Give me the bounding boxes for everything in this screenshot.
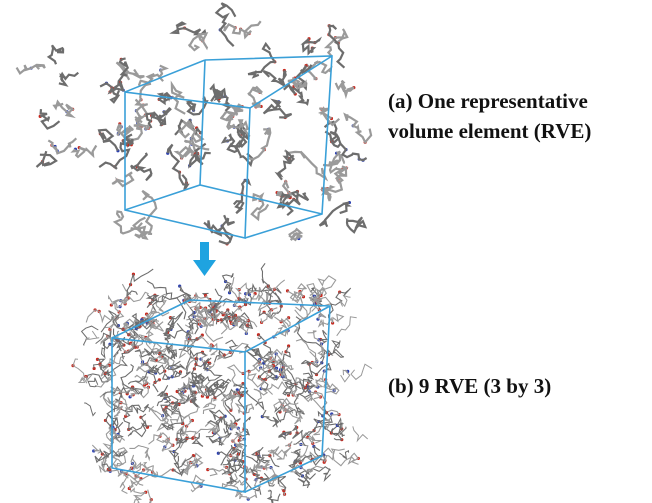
molecule-chain (86, 310, 119, 325)
molecule-chain (168, 312, 183, 328)
molecule-chain (320, 203, 350, 227)
molecule-chain (73, 359, 87, 383)
molecule-chain (100, 58, 128, 88)
molecule-chain (127, 421, 152, 430)
molecule-chain (203, 399, 216, 415)
molecule-chain (347, 217, 365, 232)
figure: (a) One representative volume element (R… (0, 0, 652, 503)
molecule-chain (248, 44, 275, 77)
molecule-chain (149, 365, 165, 374)
molecule-chain (156, 294, 167, 312)
molecule-chain (329, 288, 351, 318)
molecule-chain (339, 451, 348, 459)
molecule-chain (353, 426, 368, 440)
molecule-chain (210, 86, 223, 102)
molecule-chain (49, 45, 63, 64)
molecule-chain (17, 65, 45, 74)
arrow-down (193, 242, 216, 276)
molecule-chain (84, 403, 95, 416)
molecule-chain (278, 152, 294, 180)
page: {"figure": {"panel_a": {"lines": ["(a) O… (0, 0, 652, 503)
molecule-chain (224, 21, 260, 37)
molecule-chain (236, 134, 253, 165)
molecule-chain (128, 414, 147, 437)
molecule-chain (304, 392, 324, 410)
molecule-chain (129, 472, 158, 488)
molecule-chain (351, 364, 372, 379)
molecule-chain (329, 349, 344, 357)
molecule-chain (209, 433, 231, 446)
molecule-chain (73, 146, 96, 157)
molecule-chain (158, 385, 170, 402)
molecule-chain (271, 441, 292, 456)
molecule-chain (336, 81, 354, 96)
molecule-chain (217, 379, 231, 388)
molecule-chain (262, 410, 278, 427)
molecule-chain (40, 109, 59, 128)
arrow-shaft (200, 242, 209, 262)
caption-b: (b) 9 RVE (3 by 3) (388, 374, 551, 398)
molecule-chain (99, 130, 118, 151)
molecule-chain (249, 128, 270, 160)
molecule-chain (130, 486, 146, 503)
molecule-chain (131, 153, 151, 181)
molecule-chain (59, 73, 78, 85)
molecule-chain (264, 101, 292, 118)
molecule-chain (112, 172, 134, 186)
molecule-chain (278, 431, 291, 438)
caption-a-line2: volume element (RVE) (388, 119, 591, 143)
molecules-rve (17, 3, 372, 245)
molecule-chain (322, 448, 345, 462)
molecule-chain (109, 428, 120, 438)
molecule-chain (303, 39, 319, 53)
molecule-chain (345, 114, 371, 142)
molecule-chain (251, 470, 268, 484)
molecule-chain (189, 34, 207, 51)
molecule-chain (153, 108, 171, 123)
arrow-head (193, 260, 216, 276)
molecule-chain (268, 491, 280, 503)
molecules-9rve (71, 263, 372, 503)
molecule-chain (216, 3, 235, 46)
caption-a-line1: (a) One representative (388, 89, 588, 113)
molecule-chain (37, 151, 57, 167)
molecule-chain (54, 102, 72, 116)
molecule-chain (264, 71, 286, 86)
molecule-chain (132, 463, 143, 485)
molecule-chain (85, 331, 99, 339)
